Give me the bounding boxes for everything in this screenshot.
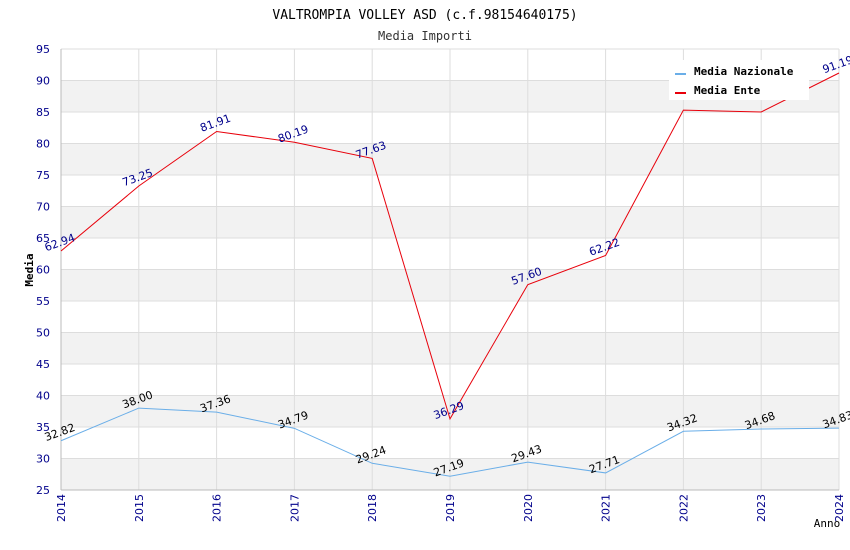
legend-box [669, 60, 809, 100]
x-tick-label: 2024 [833, 494, 846, 522]
grid-lines [60, 48, 840, 491]
x-tick-label: 2020 [522, 494, 535, 522]
legend-label-media-ente: Media Ente [694, 84, 761, 97]
axes [60, 49, 839, 491]
y-tick-label: 25 [36, 484, 50, 497]
x-tick-label: 2018 [366, 494, 379, 522]
y-tick-label: 65 [36, 232, 50, 245]
x-tick-label: 2017 [288, 494, 301, 522]
y-tick-label: 30 [36, 453, 50, 466]
x-axis-label: Anno [814, 517, 841, 530]
y-tick-label: 90 [36, 75, 50, 88]
x-tick-label: 2014 [55, 494, 68, 522]
y-tick-label: 80 [36, 138, 50, 151]
y-tick-labels: 25 30 35 40 45 50 55 60 65 70 75 80 85 90 95 [36, 43, 50, 497]
y-tick-label: 85 [36, 106, 50, 119]
x-tick-label: 2019 [444, 494, 457, 522]
x-tick-labels: 2014 2015 2016 2017 2018 2019 2020 2021 2022 2023… [55, 494, 846, 522]
chart-title: VALTROMPIA VOLLEY ASD (c.f.98154640175) [272, 8, 577, 23]
y-tick-label: 60 [36, 264, 50, 277]
y-tick-label: 95 [36, 43, 50, 56]
y-tick-label: 70 [36, 201, 50, 214]
y-tick-label: 55 [36, 295, 50, 308]
chart-subtitle: Media Importi [378, 29, 472, 43]
y-axis-label: Media [23, 253, 36, 286]
legend-label-media-nazionale: Media Nazionale [694, 65, 794, 78]
y-tick-label: 40 [36, 390, 50, 403]
series-lines [60, 72, 840, 477]
x-tick-label: 2021 [600, 494, 613, 522]
y-tick-label: 45 [36, 358, 50, 371]
y-tick-label: 75 [36, 169, 50, 182]
x-tick-label: 2015 [133, 494, 146, 522]
x-tick-label: 2016 [211, 494, 224, 522]
y-tick-label: 35 [36, 421, 50, 434]
x-tick-label: 2022 [677, 494, 690, 522]
series-line-media-ente [60, 72, 840, 421]
series-line-media-nazionale [60, 407, 840, 477]
y-tick-label: 50 [36, 327, 50, 340]
legend: Media Nazionale Media Ente [669, 60, 809, 100]
x-tick-label: 2023 [755, 494, 768, 522]
